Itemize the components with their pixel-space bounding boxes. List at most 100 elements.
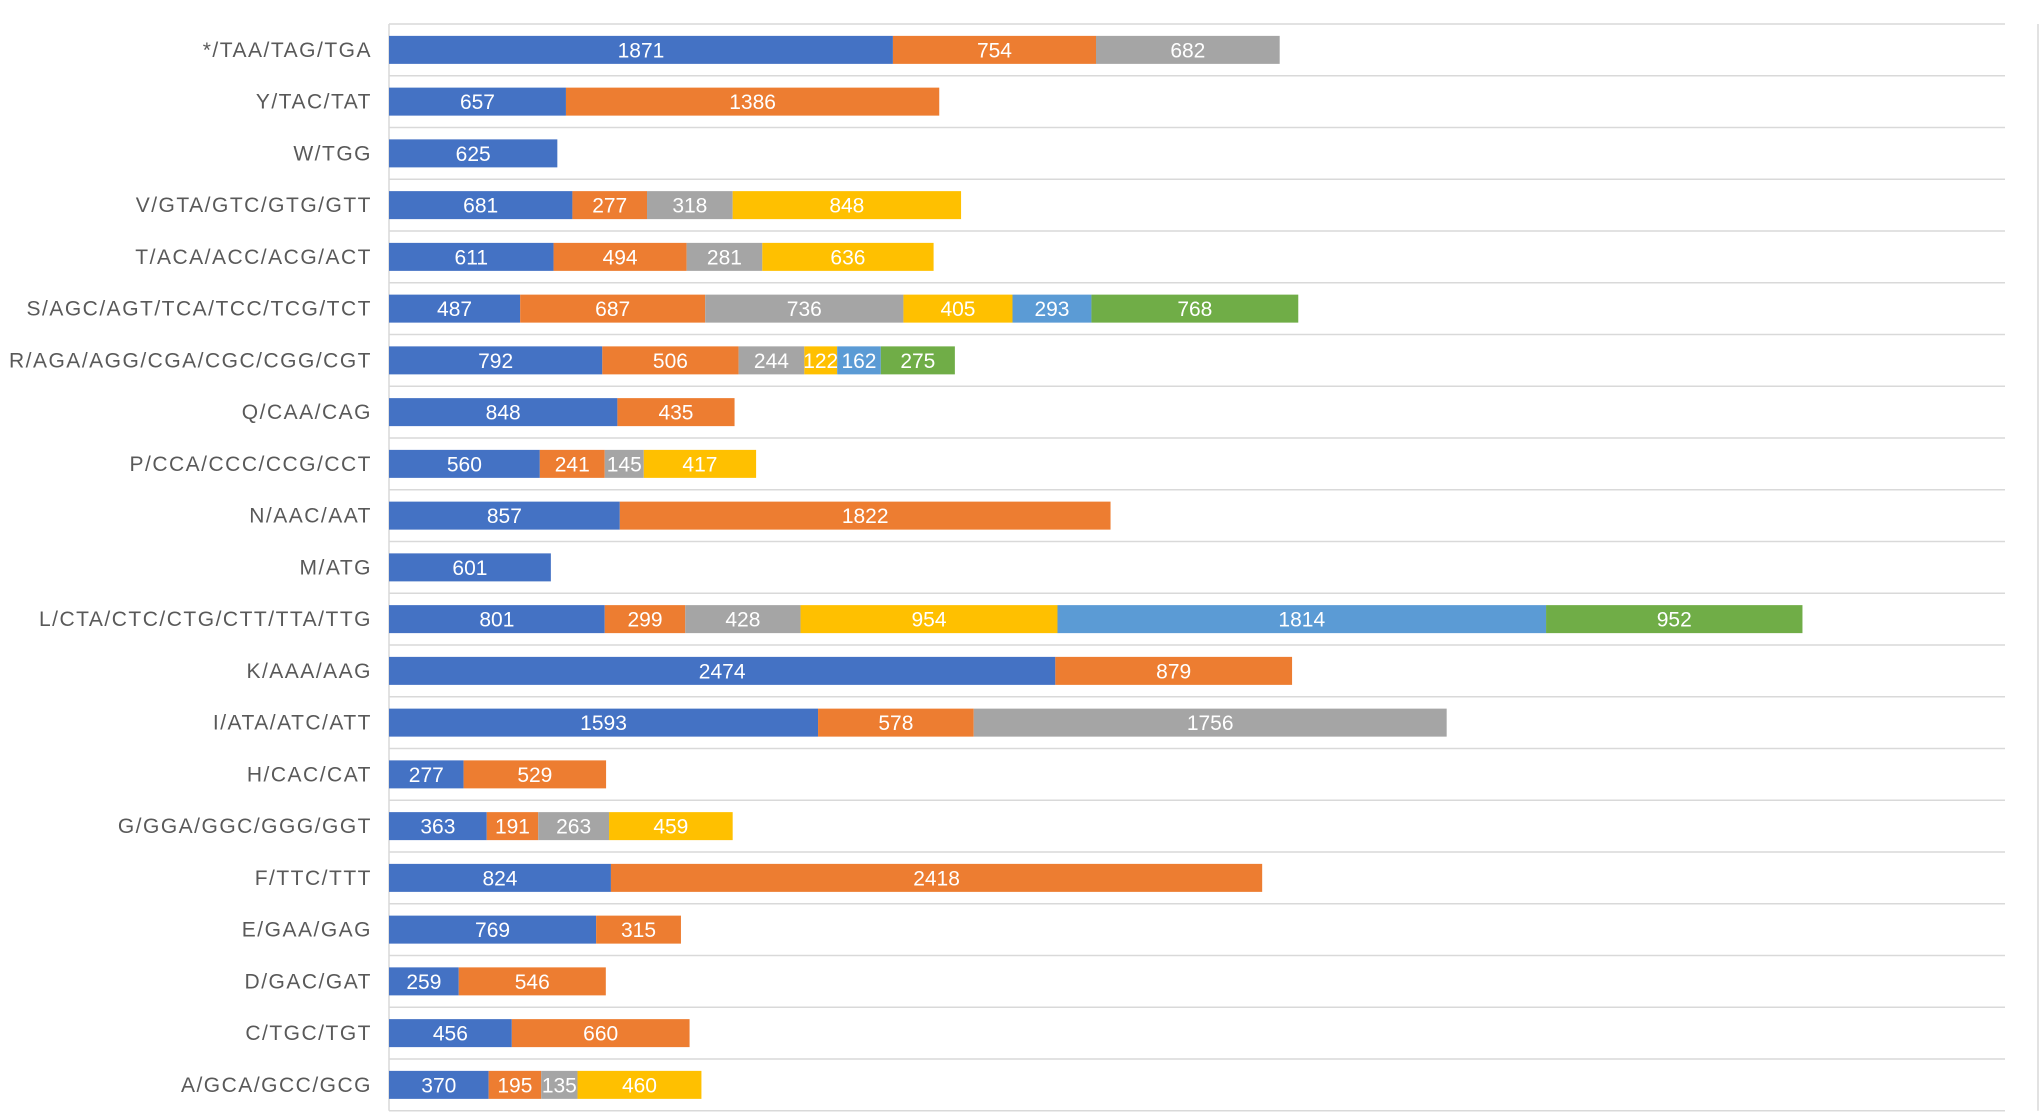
- bar-segment: [609, 812, 733, 841]
- category-tick-label: C/TGC/TGT: [245, 1022, 372, 1045]
- data-label: 456: [433, 1023, 468, 1046]
- data-label: 2418: [913, 867, 960, 890]
- bar-segment: [1012, 294, 1092, 323]
- bar-segment: [903, 294, 1013, 323]
- bar-segment: [572, 191, 648, 220]
- data-label: 259: [406, 971, 441, 994]
- data-label: 135: [542, 1074, 577, 1097]
- category-tick-label: E/GAA/GAG: [242, 919, 372, 942]
- data-label: 857: [487, 505, 522, 528]
- data-label: 277: [409, 764, 444, 787]
- bar-segment: [804, 346, 838, 375]
- bar-segment: [486, 812, 539, 841]
- data-label: 848: [829, 195, 864, 218]
- data-label: 244: [754, 350, 789, 373]
- data-label: 315: [621, 919, 656, 942]
- bar-segment: [596, 915, 681, 944]
- data-label: 2474: [699, 660, 746, 683]
- data-label: 162: [841, 350, 876, 373]
- category-tick-label: V/GTA/GTC/GTG/GTT: [136, 194, 372, 217]
- bar-segment: [800, 605, 1058, 634]
- bar-segment: [577, 1070, 702, 1099]
- bar-segment: [1055, 656, 1293, 685]
- data-label: 1814: [1278, 609, 1325, 632]
- category-tick-label: H/CAC/CAT: [247, 763, 372, 786]
- data-label: 299: [627, 609, 662, 632]
- bar-segment: [389, 87, 566, 116]
- category-tick-label: D/GAC/GAT: [245, 970, 372, 993]
- data-label: 494: [603, 246, 638, 269]
- data-label: 405: [940, 298, 975, 321]
- category-tick-label: L/CTA/CTC/CTG/CTT/TTA/TTG: [39, 608, 372, 631]
- bar-segment: [389, 915, 597, 944]
- data-label: 145: [607, 453, 642, 476]
- data-label: 363: [420, 816, 455, 839]
- bar-segment: [602, 346, 739, 375]
- data-label: 460: [622, 1074, 657, 1097]
- bar-segment: [389, 35, 893, 64]
- data-label: 636: [830, 246, 865, 269]
- bar-segment: [818, 708, 974, 737]
- bar-segment: [1096, 35, 1280, 64]
- bar-segment: [565, 87, 940, 116]
- data-label: 428: [725, 609, 760, 632]
- data-label: 682: [1170, 39, 1205, 62]
- data-label: 657: [460, 91, 495, 114]
- category-tick-label: K/AAA/AAG: [246, 660, 372, 683]
- data-label: 241: [555, 453, 590, 476]
- bar-segment: [389, 708, 819, 737]
- bar-segment: [389, 760, 464, 789]
- data-label: 954: [911, 609, 946, 632]
- data-label: 801: [479, 609, 514, 632]
- bar-segment: [617, 398, 735, 427]
- bar-segment: [604, 605, 686, 634]
- category-tick-label: W/TGG: [293, 142, 372, 165]
- bar-segment: [488, 1070, 542, 1099]
- bar-segment: [389, 967, 459, 996]
- bar-segment: [389, 812, 487, 841]
- data-label: 487: [437, 298, 472, 321]
- data-label: 506: [653, 350, 688, 373]
- bar-segment: [389, 449, 540, 478]
- category-tick-label: N/AAC/AAT: [249, 505, 372, 528]
- bar-segment: [538, 812, 610, 841]
- category-tick-label: T/ACA/ACC/ACG/ACT: [135, 246, 372, 269]
- category-tick-label: Y/TAC/TAT: [256, 91, 372, 114]
- bar-segment: [463, 760, 607, 789]
- bar-segment: [643, 449, 757, 478]
- data-label: 435: [658, 402, 693, 425]
- data-label: 611: [455, 246, 488, 269]
- bar-segment: [647, 191, 733, 220]
- data-label: 275: [900, 350, 935, 373]
- data-label: 293: [1034, 298, 1069, 321]
- data-label: 792: [478, 350, 513, 373]
- data-label: 768: [1177, 298, 1212, 321]
- bar-segment: [732, 191, 962, 220]
- data-label: 560: [447, 453, 482, 476]
- bar-segment: [520, 294, 706, 323]
- bar-segment: [1091, 294, 1299, 323]
- category-tick-label: P/CCA/CCC/CCG/CCT: [129, 453, 372, 476]
- data-label: 318: [672, 195, 707, 218]
- category-label-layer: */TAA/TAG/TGA Y/TAC/TAT W/TGG V/GTA/GTC/GTG…: [9, 39, 372, 1097]
- bar-segment: [880, 346, 955, 375]
- category-tick-label: F/TTC/TTT: [255, 867, 372, 890]
- data-label: 625: [456, 143, 491, 166]
- data-label: 195: [497, 1074, 532, 1097]
- data-label: 736: [787, 298, 822, 321]
- bar-segment: [389, 139, 558, 168]
- data-label: 1822: [842, 505, 889, 528]
- bar-segment: [389, 1070, 489, 1099]
- category-tick-label: Q/CAA/CAG: [242, 401, 372, 424]
- bar-segment: [837, 346, 881, 375]
- category-tick-label: */TAA/TAG/TGA: [203, 39, 372, 62]
- bar-segment: [541, 1070, 578, 1099]
- bar-segment: [705, 294, 904, 323]
- data-label: 601: [452, 557, 487, 580]
- bar-segment: [389, 1019, 512, 1048]
- bar-segment: [389, 346, 603, 375]
- bar-segment: [389, 242, 554, 271]
- data-label: 191: [495, 816, 530, 839]
